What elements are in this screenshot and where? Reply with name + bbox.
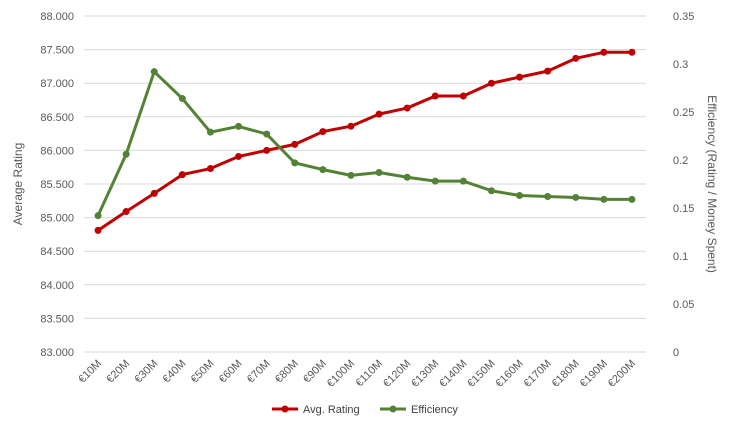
right-tick-label: 0.15 (673, 203, 694, 215)
x-tick-label: €30M (132, 358, 160, 386)
series-line-0 (97, 50, 632, 232)
x-tick-label: €160M (493, 358, 525, 390)
x-tick-label: €140M (437, 358, 469, 390)
data-point (544, 192, 552, 200)
right-tick-label: 0.3 (673, 59, 688, 71)
data-point (178, 171, 186, 179)
left-tick-label: 85.500 (40, 179, 74, 191)
left-tick-label: 83.000 (40, 347, 74, 359)
x-tick-label: €190M (578, 358, 610, 390)
x-tick-label: €120M (381, 358, 413, 390)
right-tick-label: 0.05 (673, 299, 694, 311)
data-point (431, 92, 439, 100)
data-point (516, 73, 524, 81)
left-tick-label: 87.000 (40, 78, 74, 90)
legend-marker (389, 405, 397, 413)
data-point (628, 195, 636, 203)
x-tick-label: €110M (353, 358, 385, 390)
x-axis-ticks: €10M €20M €30M €40M €50M €60M €70M €80M €90M€100… (76, 358, 638, 390)
data-point (403, 173, 411, 181)
data-point (628, 48, 636, 56)
data-point (403, 104, 411, 112)
gridlines (84, 15, 646, 353)
data-point (600, 195, 608, 203)
data-point (150, 68, 158, 76)
x-tick-label: €50M (189, 358, 217, 386)
data-point (122, 208, 130, 216)
left-tick-label: 86.000 (40, 145, 74, 157)
x-tick-label: €80M (273, 358, 301, 386)
data-point (263, 130, 271, 138)
data-point (572, 54, 580, 62)
x-tick-label: €70M (245, 358, 273, 386)
left-axis-ticks: 83.000 83.500 84.000 84.500 85.000 85.500 86.0… (40, 11, 74, 359)
data-point (235, 122, 243, 130)
left-tick-label: 85.000 (40, 213, 74, 225)
data-point (319, 166, 327, 174)
right-tick-label: 0.1 (673, 251, 688, 263)
x-tick-label: €180M (550, 358, 582, 390)
data-point (235, 152, 243, 160)
data-point (459, 92, 467, 100)
data-point (459, 177, 467, 185)
left-tick-label: 86.500 (40, 112, 74, 124)
legend: Avg. Rating Efficiency (272, 404, 458, 416)
legend-label: Avg. Rating (303, 404, 360, 416)
x-tick-label: €150M (465, 358, 497, 390)
data-point (263, 146, 271, 154)
x-tick-label: €60M (217, 358, 245, 386)
data-point (178, 95, 186, 103)
left-axis-title: Average Rating (11, 143, 25, 226)
data-point (291, 159, 299, 167)
data-point (150, 189, 158, 197)
data-point (600, 48, 608, 56)
legend-marker (281, 405, 289, 413)
x-tick-label: €170M (521, 358, 553, 390)
left-tick-label: 87.500 (40, 45, 74, 57)
data-point (487, 79, 495, 87)
right-axis-title: Efficiency (Rating / Money Spent) (705, 95, 719, 273)
data-point (544, 67, 552, 75)
data-point (347, 122, 355, 130)
data-point (206, 128, 214, 136)
data-point (347, 171, 355, 179)
x-tick-label: €40M (161, 358, 189, 386)
right-tick-label: 0 (673, 347, 679, 359)
x-tick-label: €130M (409, 358, 441, 390)
data-point (94, 212, 102, 220)
x-tick-label: €100M (325, 358, 357, 390)
series-lines (94, 48, 636, 234)
data-point (122, 150, 130, 158)
x-tick-label: €10M (76, 358, 104, 386)
data-point (487, 187, 495, 195)
series-line-1 (96, 70, 632, 217)
data-point (291, 140, 299, 148)
right-tick-label: 0.35 (673, 11, 694, 23)
data-point (319, 128, 327, 136)
data-point (94, 226, 102, 234)
legend-label: Efficiency (411, 404, 458, 416)
right-tick-label: 0.25 (673, 107, 694, 119)
x-tick-label: €20M (104, 358, 132, 386)
data-point (206, 165, 214, 173)
right-tick-label: 0.2 (673, 155, 688, 167)
x-tick-label: €200M (606, 358, 638, 390)
right-axis-ticks: 0 0.05 0.1 0.15 0.2 0.25 0.3 0.35 (673, 11, 694, 359)
data-point (572, 193, 580, 201)
left-tick-label: 84.000 (40, 280, 74, 292)
data-point (431, 177, 439, 185)
data-point (375, 168, 383, 176)
left-tick-label: 83.500 (40, 313, 74, 325)
left-tick-label: 88.000 (40, 11, 74, 23)
left-tick-label: 84.500 (40, 246, 74, 258)
data-point (516, 192, 524, 200)
data-point (375, 110, 383, 118)
